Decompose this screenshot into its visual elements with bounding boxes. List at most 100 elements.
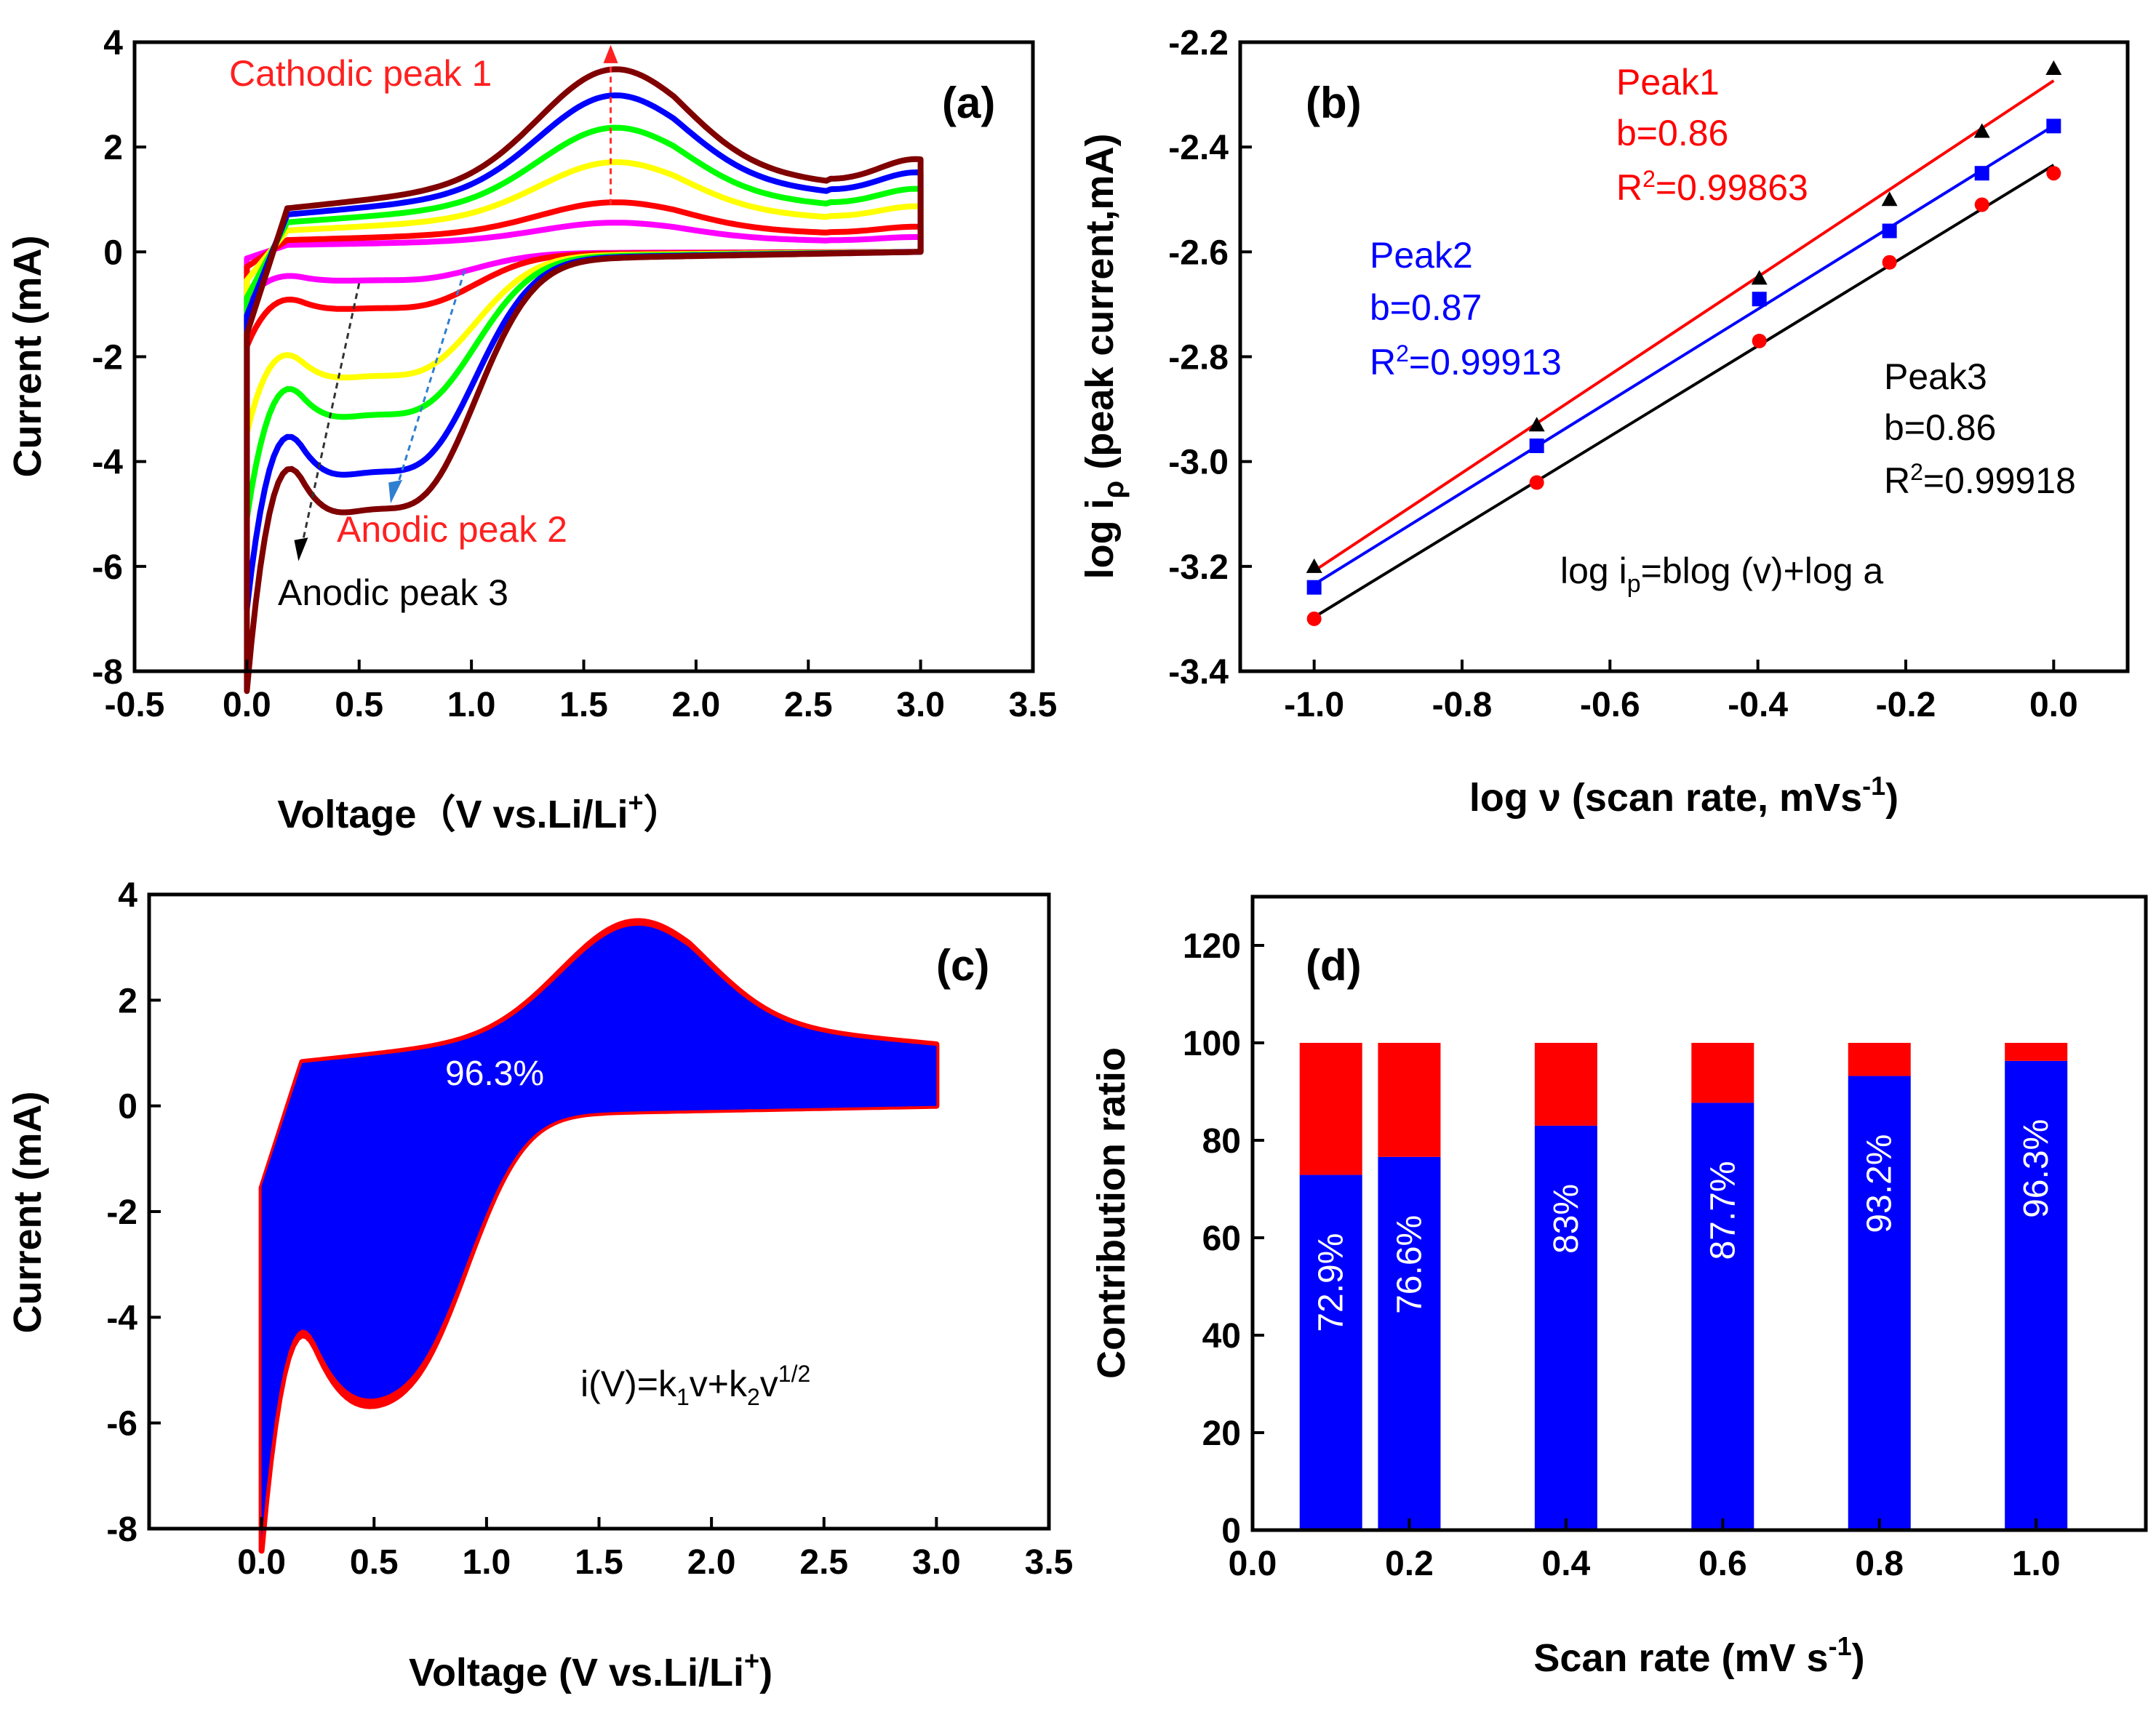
point-peak2	[1882, 223, 1897, 239]
annotation-anodic-peak-2: Anodic peak 2	[337, 509, 567, 550]
y-tick-label: -6	[106, 1405, 137, 1444]
y-tick-label: -8	[92, 653, 123, 692]
x-tick-label: 0.6	[1698, 1545, 1747, 1583]
bar-capacitive	[1691, 1102, 1754, 1530]
point-peak3	[1752, 333, 1767, 348]
point-peak3	[1974, 197, 1989, 212]
point-peak2	[1529, 439, 1544, 454]
y-tick-label: 40	[1202, 1317, 1241, 1356]
peak3-b: b=0.86	[1884, 407, 1996, 448]
anodic3-guide-line	[300, 283, 361, 551]
bar-diffusion	[1848, 1043, 1911, 1076]
point-peak3	[1306, 611, 1322, 626]
x-tick-label: 0.0	[1229, 1545, 1277, 1583]
x-axis-label: Voltage (V vs.Li/Li+)	[409, 1646, 772, 1694]
point-peak2	[1306, 580, 1322, 595]
y-tick-label: 4	[118, 876, 137, 915]
panel-b: -1.0 -0.8 -0.6 -0.4 -0.2 0.0 -3.4 -3.2 -3.0 -2.8 -…	[1078, 24, 2130, 820]
y-tick-label: -2.6	[1168, 233, 1229, 272]
bars: 72.9% 76.6% 83% 87.7% 93.2% 96.3%	[1299, 1043, 2068, 1530]
x-tick-label: 3.5	[1025, 1543, 1074, 1582]
peak3-r2: R2=0.99918	[1884, 459, 2076, 501]
y-tick-label: -3.2	[1168, 548, 1229, 587]
point-peak2	[1974, 166, 1989, 181]
y-tick-label: 120	[1183, 927, 1241, 966]
point-peak1	[1751, 270, 1768, 285]
peak1-name: Peak1	[1616, 62, 1720, 103]
y-tick-label: -6	[92, 548, 123, 587]
y-tick-label: 0	[118, 1088, 137, 1126]
fit-series	[1306, 60, 2062, 626]
peak2-r2: R2=0.99913	[1370, 340, 1562, 383]
axis-ticks: 0.0 0.2 0.4 0.6 0.8 1.0 0 20 40 60 80 100 120	[1183, 927, 2061, 1583]
point-peak1	[1973, 123, 1990, 138]
point-peak1	[1528, 417, 1545, 432]
cv-series-4	[244, 124, 924, 521]
x-tick-label: -0.2	[1876, 686, 1936, 724]
x-tick-label: 0.8	[1855, 1545, 1904, 1583]
x-axis-label: Voltage（V vs.Li/Li+）	[277, 788, 682, 836]
bar-capacitive	[1299, 1174, 1362, 1530]
y-tick-label: -4	[92, 444, 123, 482]
contribution-area	[258, 918, 940, 1554]
x-tick-label: -0.4	[1728, 686, 1788, 724]
panel-label: (a)	[942, 79, 995, 127]
x-axis-label: log ν (scan rate, mVs-1)	[1469, 771, 1899, 820]
y-tick-label: 0	[103, 233, 123, 272]
x-tick-label: 0.5	[335, 686, 383, 724]
x-tick-label: 3.5	[1009, 686, 1058, 724]
x-tick-label: 2.5	[784, 686, 833, 724]
panel-a: -0.5 0.0 0.5 1.0 1.5 2.0 2.5 3.0 3.5-8-6-4-2024 …	[6, 24, 1057, 836]
anodic3-guide-arrow	[294, 537, 308, 561]
cv-curves	[244, 66, 924, 695]
panel-label: (d)	[1306, 941, 1362, 990]
x-tick-label: 0.0	[237, 1543, 286, 1582]
anodic2-guide-arrow	[388, 479, 403, 504]
x-tick-label: 2.0	[672, 686, 721, 724]
x-tick-label: 2.5	[799, 1543, 848, 1582]
bar-capacitive	[2005, 1060, 2068, 1530]
peak2-b: b=0.87	[1370, 287, 1482, 328]
x-tick-label: -0.8	[1432, 686, 1493, 724]
axis-ticks: -0.5 0.0 0.5 1.0 1.5 2.0 2.5 3.0 3.5 -8 -6 -4 -2 0 2 4	[92, 24, 1057, 724]
axis-ticks: -1.0 -0.8 -0.6 -0.4 -0.2 0.0 -3.4 -3.2 -3.0 -2.8 -…	[1168, 24, 2077, 724]
x-tick-label: -0.6	[1580, 686, 1640, 724]
y-tick-label: -2	[92, 339, 123, 377]
point-peak1	[2045, 60, 2062, 76]
y-tick-label: 100	[1183, 1025, 1241, 1063]
panel-label: (c)	[936, 941, 989, 990]
x-tick-label: 3.0	[912, 1543, 961, 1582]
y-tick-label: 0	[1221, 1512, 1241, 1550]
point-peak3	[2046, 166, 2061, 181]
x-tick-label: -0.5	[105, 686, 165, 724]
y-tick-label: -8	[106, 1510, 137, 1549]
peak2-name: Peak2	[1370, 235, 1473, 276]
panel-d: 72.9% 76.6% 83% 87.7% 93.2% 96.3% 0.0 0.2 0.4 0.…	[1090, 894, 2148, 1680]
annotation-anodic-peak-3: Anodic peak 3	[278, 572, 508, 613]
peak-guides	[294, 44, 618, 561]
cv-series-6	[244, 66, 924, 695]
point-peak3	[1882, 255, 1897, 270]
equation: log ip=blog (v)+log a	[1560, 551, 1883, 598]
bar-label: 87.7%	[1704, 1161, 1742, 1260]
fit-line-peak1	[1313, 79, 2055, 572]
y-tick-label: -2	[106, 1193, 137, 1232]
bar-label: 93.2%	[1861, 1134, 1899, 1233]
panel-label: (b)	[1306, 79, 1362, 127]
bar-label: 83%	[1547, 1184, 1586, 1254]
x-tick-label: 1.5	[575, 1543, 623, 1582]
y-axis-label: Contribution ratio	[1090, 1047, 1133, 1379]
x-tick-label: 0.0	[223, 686, 271, 724]
y-axis-label: Current (mA)	[6, 236, 49, 478]
y-tick-label: 2	[118, 982, 137, 1020]
bar-diffusion	[1691, 1043, 1754, 1103]
point-peak3	[1529, 475, 1544, 490]
x-tick-label: -1.0	[1284, 686, 1344, 724]
y-tick-label: -2.4	[1168, 129, 1229, 167]
cathodic-guide-arrow	[603, 44, 618, 63]
x-tick-label: 1.0	[2012, 1545, 2061, 1583]
y-tick-label: 4	[103, 24, 123, 63]
y-tick-label: 20	[1202, 1414, 1241, 1453]
